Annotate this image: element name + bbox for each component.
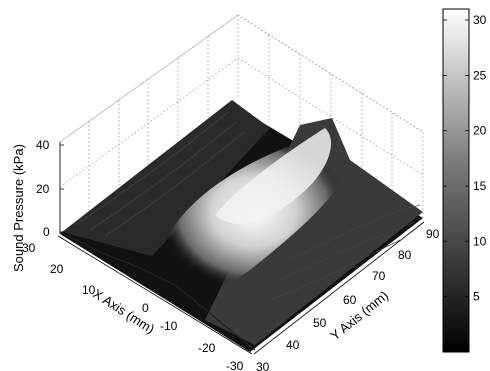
y-tick-label: 40 (286, 338, 300, 352)
y-tick-label: 90 (426, 227, 440, 241)
surface (59, 100, 423, 352)
x-tick-label: -30 (226, 359, 244, 371)
x-tick-label: 10 (82, 283, 96, 297)
z-axis: 40 20 0 Sound Pressure (kPa) (11, 138, 64, 272)
y-tick-label: 50 (313, 316, 327, 330)
grid-lines (59, 14, 424, 232)
y-tick-label: 70 (372, 269, 386, 283)
surface-peak-highlight (215, 128, 332, 225)
colorbar-tick-label: 30 (473, 13, 487, 27)
z-tick-label: 0 (43, 225, 50, 239)
colorbar-gradient (442, 8, 470, 353)
surface-right-ridge (205, 118, 423, 345)
colorbar-tick-label: 15 (473, 179, 487, 193)
z-axis-title: Sound Pressure (kPa) (11, 144, 26, 272)
z-tick-label: 40 (36, 138, 50, 152)
colorbar: 5 10 15 20 25 30 (442, 8, 487, 353)
x-tick-label: 0 (142, 301, 149, 315)
colorbar-tick-label: 20 (473, 124, 487, 138)
colorbar-tick-label: 10 (473, 234, 487, 248)
surface-ripples (74, 111, 421, 301)
surface-front-edge (59, 231, 256, 351)
x-tick-label: -20 (198, 341, 216, 355)
y-tick-label: 80 (398, 248, 412, 262)
colorbar-ticks: 5 10 15 20 25 30 (443, 13, 487, 304)
colorbar-tick-label: 5 (473, 290, 480, 304)
y-tick-label: 30 (256, 360, 270, 371)
colorbar-tick-label: 25 (473, 68, 487, 82)
surface-left-ridge (62, 100, 270, 256)
z-tick-label: 20 (36, 182, 50, 196)
y-tick-label: 60 (343, 293, 357, 307)
y-axis-title: Y Axis (mm) (327, 288, 391, 344)
x-tick-label: 20 (50, 262, 64, 276)
x-tick-label: -10 (160, 319, 178, 333)
x-tick-label: 30 (22, 241, 36, 255)
